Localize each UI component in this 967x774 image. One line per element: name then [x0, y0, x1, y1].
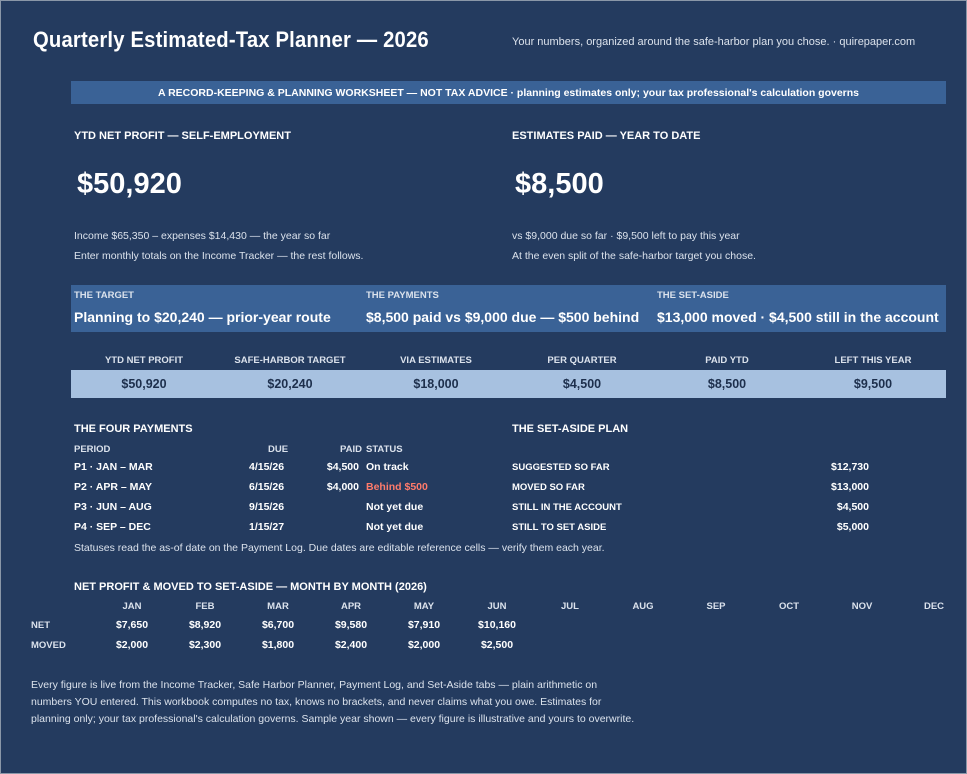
status-payments-label: THE PAYMENTS	[366, 290, 439, 301]
setaside-label: MOVED SO FAR	[512, 482, 585, 493]
payment-period: P2 · APR – MAY	[74, 481, 152, 493]
month-header: AUG	[632, 601, 654, 612]
summary-header: SAFE-HARBOR TARGET	[234, 355, 346, 366]
setaside-label: STILL IN THE ACCOUNT	[512, 502, 622, 513]
summary-value[interactable]: $8,500	[707, 377, 747, 391]
net-row-label: NET	[31, 620, 50, 631]
payment-status: On track	[366, 461, 409, 473]
payment-due[interactable]: 6/15/26	[249, 481, 285, 493]
payment-due[interactable]: 9/15/26	[249, 501, 285, 513]
page-tagline: Your numbers, organized around the safe-…	[512, 36, 916, 48]
moved-cell[interactable]: $2,500	[480, 639, 514, 651]
month-header: MAR	[267, 601, 289, 612]
kpi-paid-label: ESTIMATES PAID — YEAR TO DATE	[512, 130, 701, 142]
payment-period: P3 · JUN – AUG	[74, 501, 152, 513]
month-header: DEC	[923, 601, 945, 612]
net-cell[interactable]: $10,160	[478, 619, 516, 631]
summary-value[interactable]: $9,500	[853, 377, 893, 391]
net-cell[interactable]: $8,920	[188, 619, 222, 631]
setaside-value[interactable]: $4,500	[836, 501, 869, 513]
setaside-value[interactable]: $13,000	[831, 481, 869, 493]
kpi-paid-note: vs $9,000 due so far · $9,500 left to pa…	[512, 230, 740, 242]
setaside-title: THE SET-ASIDE PLAN	[512, 423, 629, 435]
summary-header: LEFT THIS YEAR	[834, 355, 912, 366]
month-header: FEB	[195, 601, 215, 612]
summary-value[interactable]: $4,500	[562, 377, 602, 391]
kpi-paid-value[interactable]: $8,500	[515, 168, 604, 200]
payment-status: Not yet due	[366, 521, 424, 533]
setaside-label: SUGGESTED SO FAR	[512, 462, 610, 473]
monthly-title: NET PROFIT & MOVED TO SET-ASIDE — MONTH …	[74, 581, 427, 593]
setaside-label: STILL TO SET ASIDE	[512, 522, 607, 533]
footer-line: numbers YOU entered. This workbook compu…	[31, 696, 602, 708]
month-header: SEP	[706, 601, 726, 612]
payment-status: Not yet due	[366, 501, 424, 513]
moved-cell[interactable]: $2,300	[188, 639, 222, 651]
kpi-profit-note: Enter monthly totals on the Income Track…	[74, 250, 364, 262]
status-payments-text: $8,500 paid vs $9,000 due — $500 behind	[366, 309, 640, 325]
payment-due[interactable]: 4/15/26	[249, 461, 285, 473]
disclaimer-banner: A RECORD-KEEPING & PLANNING WORKSHEET — …	[71, 81, 946, 104]
payment-status: Behind $500	[366, 481, 428, 493]
payments-title: THE FOUR PAYMENTS	[74, 423, 193, 435]
summary-value[interactable]: $18,000	[413, 377, 459, 391]
payment-period: P1 · JAN – MAR	[74, 461, 153, 473]
kpi-profit-note: Income $65,350 – expenses $14,430 — the …	[74, 230, 331, 242]
month-header: APR	[340, 601, 362, 612]
status-target-text: Planning to $20,240 — prior-year route	[74, 309, 331, 325]
summary-header: PAID YTD	[705, 355, 749, 366]
net-cell[interactable]: $6,700	[261, 619, 295, 631]
month-header: JAN	[122, 601, 142, 612]
month-header: OCT	[778, 601, 800, 612]
moved-cell[interactable]: $2,000	[115, 639, 149, 651]
setaside-value[interactable]: $12,730	[831, 461, 869, 473]
moved-cell[interactable]: $1,800	[261, 639, 295, 651]
moved-cell[interactable]: $2,000	[407, 639, 441, 651]
month-header: MAY	[413, 601, 435, 612]
payment-due[interactable]: 1/15/27	[249, 521, 285, 533]
summary-value[interactable]: $20,240	[267, 377, 313, 391]
payments-note: Statuses read the as-of date on the Paym…	[74, 542, 605, 554]
kpi-profit-value[interactable]: $50,920	[77, 168, 182, 200]
payments-header-due: DUE	[268, 444, 289, 455]
summary-value[interactable]: $50,920	[121, 377, 167, 391]
status-band: THE TARGET Planning to $20,240 — prior-y…	[71, 285, 946, 332]
payment-period: P4 · SEP – DEC	[74, 521, 151, 533]
payments-header-status: STATUS	[366, 444, 403, 455]
month-header: NOV	[851, 601, 873, 612]
moved-row-label: MOVED	[31, 640, 66, 651]
status-target-label: THE TARGET	[74, 290, 134, 301]
month-header: JUL	[561, 601, 579, 612]
moved-cell[interactable]: $2,400	[334, 639, 368, 651]
summary-strip: $50,920 $20,240 $18,000 $4,500 $8,500 $9…	[71, 370, 946, 398]
footer-line: Every figure is live from the Income Tra…	[31, 679, 598, 691]
month-header: JUN	[487, 601, 507, 612]
payments-header-period: PERIOD	[74, 444, 111, 455]
summary-header: VIA ESTIMATES	[400, 355, 472, 366]
footer-line: planning only; your tax professional's c…	[31, 713, 635, 725]
net-cell[interactable]: $7,650	[115, 619, 149, 631]
page-title: Quarterly Estimated-Tax Planner — 2026	[33, 27, 429, 52]
kpi-profit-label: YTD NET PROFIT — SELF-EMPLOYMENT	[74, 130, 291, 142]
setaside-value[interactable]: $5,000	[836, 521, 869, 533]
disclaimer-text: A RECORD-KEEPING & PLANNING WORKSHEET — …	[157, 86, 860, 99]
summary-header: YTD NET PROFIT	[104, 355, 184, 366]
net-cell[interactable]: $7,910	[407, 619, 441, 631]
payment-paid: $4,000	[326, 481, 359, 493]
summary-header: PER QUARTER	[547, 355, 617, 366]
net-cell[interactable]: $9,580	[334, 619, 368, 631]
payments-header-paid: PAID	[340, 444, 362, 455]
status-setaside-label: THE SET-ASIDE	[657, 290, 729, 301]
footer-disclaimer: Every figure is live from the Income Tra…	[31, 677, 635, 728]
payment-paid: $4,500	[326, 461, 359, 473]
status-setaside-text: $13,000 moved · $4,500 still in the acco…	[657, 309, 939, 325]
kpi-paid-note: At the even split of the safe-harbor tar…	[512, 250, 756, 262]
